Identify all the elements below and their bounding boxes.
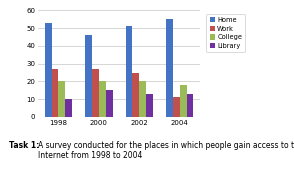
Text: Task 1:: Task 1: xyxy=(9,141,42,150)
Bar xyxy=(85,35,92,117)
Bar xyxy=(146,94,153,117)
Text: A survey conducted for the places in which people gain access to the
Internet fr: A survey conducted for the places in whi… xyxy=(38,141,294,160)
Bar xyxy=(166,19,173,117)
Bar xyxy=(139,81,146,117)
Bar xyxy=(99,81,106,117)
Bar xyxy=(45,23,51,117)
Bar xyxy=(65,99,72,117)
Bar xyxy=(51,69,59,117)
Bar xyxy=(187,94,193,117)
Legend: Home, Work, College, Library: Home, Work, College, Library xyxy=(206,14,245,52)
Bar xyxy=(59,81,65,117)
Bar xyxy=(132,73,139,117)
Bar xyxy=(106,90,113,117)
Bar xyxy=(126,26,132,117)
Bar xyxy=(173,97,180,117)
Bar xyxy=(180,85,187,117)
Bar xyxy=(92,69,99,117)
